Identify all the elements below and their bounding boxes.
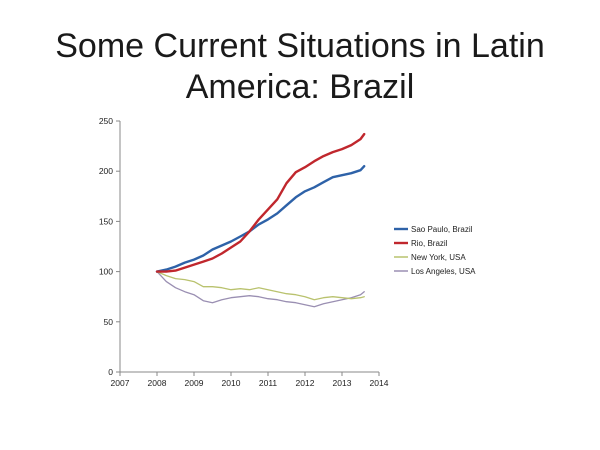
y-tick-label: 250 bbox=[99, 116, 113, 126]
slide-title: Some Current Situations in Latin America… bbox=[0, 26, 600, 108]
x-tick-label: 2007 bbox=[111, 378, 130, 388]
legend-label: Sao Paulo, Brazil bbox=[411, 225, 473, 234]
chart-axes: 0 50 100 150 200 250 2007 2008 2009 2010 2011 2012 2… bbox=[99, 116, 389, 388]
chart-legend: Sao Paulo, Brazil Rio, Brazil New York, US… bbox=[394, 225, 476, 276]
slide-title-line2: America: Brazil bbox=[185, 68, 415, 106]
y-tick-label: 150 bbox=[99, 216, 113, 226]
x-tick-label: 2013 bbox=[333, 378, 352, 388]
chart-series bbox=[155, 132, 366, 308]
legend-label: Rio, Brazil bbox=[411, 239, 448, 248]
y-tick-label: 200 bbox=[99, 166, 113, 176]
y-tick-label: 0 bbox=[108, 367, 113, 377]
x-tick-label: 2008 bbox=[148, 378, 167, 388]
slide-title-line1: Some Current Situations in Latin bbox=[55, 27, 545, 65]
x-tick-label: 2010 bbox=[222, 378, 241, 388]
x-tick-label: 2012 bbox=[296, 378, 315, 388]
x-tick-label: 2014 bbox=[370, 378, 389, 388]
series-line-rio-brazil bbox=[155, 132, 366, 273]
series-line-sao-paulo-brazil bbox=[155, 165, 366, 273]
y-tick-label: 100 bbox=[99, 267, 113, 277]
x-tick-label: 2009 bbox=[185, 378, 204, 388]
x-tick-label: 2011 bbox=[259, 378, 278, 388]
series-line-new-york-usa bbox=[156, 270, 365, 301]
series-line-los-angeles-usa bbox=[156, 270, 365, 308]
legend-label: New York, USA bbox=[411, 253, 466, 262]
legend-label: Los Angeles, USA bbox=[411, 267, 476, 276]
y-tick-label: 50 bbox=[104, 317, 114, 327]
